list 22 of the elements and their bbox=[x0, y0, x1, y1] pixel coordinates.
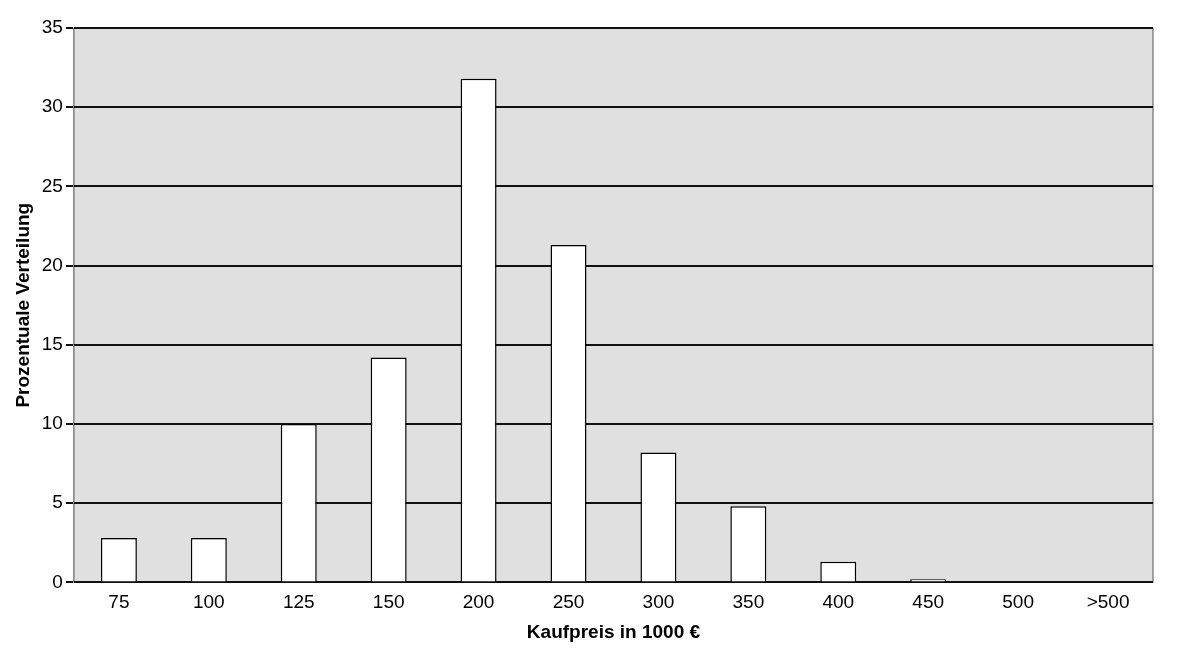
x-tick-label: 350 bbox=[732, 591, 765, 613]
x-tick-label: 75 bbox=[108, 591, 130, 613]
y-axis-title: Prozentuale Verteilung bbox=[11, 202, 33, 408]
y-tick-label: 30 bbox=[41, 95, 63, 117]
y-tick-label: 10 bbox=[41, 412, 63, 434]
y-tick-label: 20 bbox=[41, 253, 63, 275]
x-axis-title: Kaufpreis in 1000 € bbox=[526, 620, 701, 642]
x-tick-label: >500 bbox=[1086, 591, 1130, 613]
x-tick-label: 250 bbox=[552, 591, 585, 613]
x-tick-label: 100 bbox=[192, 591, 225, 613]
x-tick-label: 400 bbox=[822, 591, 855, 613]
x-tick-label: 500 bbox=[1002, 591, 1034, 613]
y-tick-label: 15 bbox=[41, 333, 63, 355]
y-tick-label: 5 bbox=[52, 491, 63, 513]
x-tick-label: 150 bbox=[372, 591, 405, 613]
y-tick-label: 25 bbox=[41, 174, 63, 196]
y-tick-label: 0 bbox=[52, 570, 63, 592]
x-tick-label: 125 bbox=[282, 591, 315, 613]
x-tick-label: 200 bbox=[462, 591, 495, 613]
x-tick-label: 450 bbox=[912, 591, 945, 613]
y-tick-label: 35 bbox=[41, 16, 63, 38]
x-tick-label: 300 bbox=[642, 591, 675, 613]
